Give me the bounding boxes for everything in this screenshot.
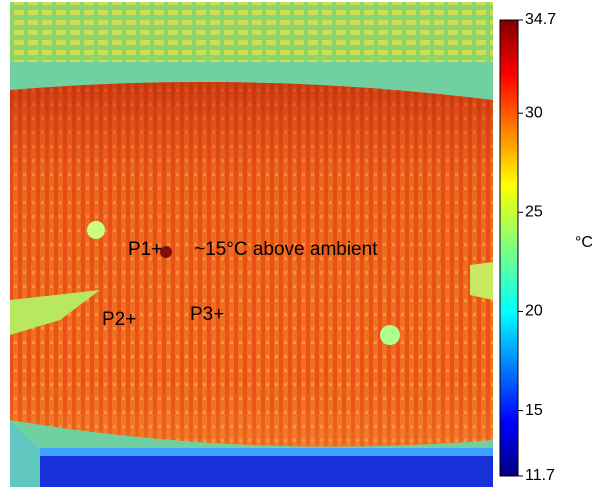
colorbar-unit: °C — [575, 234, 593, 251]
annotation: P3+ — [190, 304, 224, 325]
annotation: P1+ — [128, 239, 162, 260]
colorbar-tick-label: 11.7 — [525, 467, 555, 484]
annotation: P2+ — [102, 309, 136, 330]
colorbar-tick-label: 30 — [525, 104, 543, 121]
annotation: ~15°C above ambient — [194, 239, 378, 260]
thermal-image — [10, 2, 493, 487]
colorbar-tick-label: 15 — [525, 402, 543, 419]
colorbar — [499, 19, 519, 477]
colorbar-tick-label: 25 — [525, 204, 543, 221]
colorbar-tick-label: 20 — [525, 303, 543, 320]
colorbar-tick-label: 34.7 — [525, 11, 556, 28]
